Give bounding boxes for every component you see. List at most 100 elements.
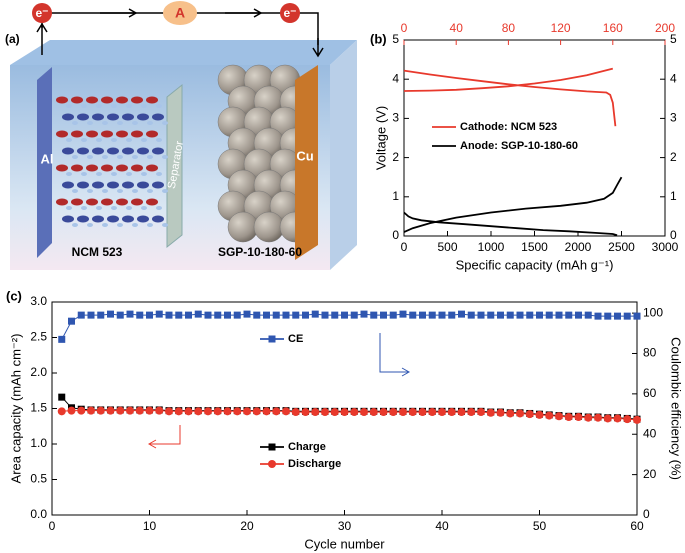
marker xyxy=(438,311,446,319)
atom xyxy=(101,96,113,104)
atom xyxy=(141,206,147,210)
atom xyxy=(96,138,102,142)
marker xyxy=(369,408,378,417)
atom xyxy=(122,113,134,121)
atom xyxy=(126,206,132,210)
atom xyxy=(146,96,158,104)
y-tick-label: 4 xyxy=(392,71,399,85)
marker xyxy=(448,311,456,319)
marker xyxy=(623,415,632,424)
atom xyxy=(122,147,134,155)
atom xyxy=(72,155,78,159)
sphere xyxy=(253,211,285,243)
marker xyxy=(497,311,504,319)
atom xyxy=(77,181,89,189)
atom xyxy=(77,215,89,223)
marker xyxy=(311,408,320,417)
box-top xyxy=(10,40,357,65)
electron xyxy=(32,3,52,23)
marker xyxy=(126,406,134,415)
y-tick-label: 0.5 xyxy=(30,472,47,486)
atom xyxy=(71,164,83,172)
atom xyxy=(156,138,162,142)
atom xyxy=(131,198,143,206)
legend-label: Cathode: NCM 523 xyxy=(460,121,557,133)
legend-marker xyxy=(268,335,276,343)
atom xyxy=(137,113,149,121)
plot-frame xyxy=(403,39,666,237)
marker xyxy=(106,406,115,415)
marker xyxy=(526,311,534,319)
atom xyxy=(86,198,98,206)
box-side xyxy=(330,40,357,270)
marker xyxy=(555,412,563,421)
atom xyxy=(62,147,74,155)
atom xyxy=(102,189,108,193)
atom xyxy=(87,121,93,125)
atom xyxy=(146,130,158,138)
marker xyxy=(506,311,514,319)
atom xyxy=(56,164,68,172)
marker xyxy=(458,310,465,318)
marker xyxy=(252,407,261,416)
atom xyxy=(111,104,117,108)
atom xyxy=(132,121,138,125)
atom xyxy=(152,113,164,121)
marker xyxy=(506,409,515,418)
legend-label: Charge xyxy=(288,441,326,453)
marker xyxy=(438,408,446,417)
left-electrode xyxy=(37,67,52,258)
atom xyxy=(117,155,123,159)
atom xyxy=(96,172,102,176)
x-tick-label: 3000 xyxy=(652,240,679,254)
marker xyxy=(428,311,436,319)
marker xyxy=(496,408,505,417)
marker xyxy=(467,311,475,319)
atom xyxy=(126,138,132,142)
y-tick-label: 1.5 xyxy=(30,401,47,415)
atom xyxy=(162,189,168,193)
atom xyxy=(96,206,102,210)
marker xyxy=(58,393,66,401)
y-tick-label-right: 2 xyxy=(670,150,677,164)
marker xyxy=(399,310,407,318)
marker xyxy=(77,406,86,415)
marker xyxy=(389,311,397,319)
arrow xyxy=(312,38,324,58)
atom xyxy=(147,155,153,159)
atom xyxy=(56,130,68,138)
atom xyxy=(87,223,93,227)
x2-tick-label: 120 xyxy=(551,21,571,35)
legend-label: Discharge xyxy=(288,458,341,470)
marker xyxy=(185,311,192,319)
y-tick-label-right: 1 xyxy=(670,189,677,203)
marker xyxy=(282,311,290,319)
atom xyxy=(131,164,143,172)
atom xyxy=(72,223,78,227)
marker xyxy=(574,413,583,422)
atom xyxy=(102,223,108,227)
atom xyxy=(81,138,87,142)
lattice xyxy=(56,96,168,227)
atom xyxy=(116,130,128,138)
atom xyxy=(126,104,132,108)
marker xyxy=(263,311,270,319)
atom xyxy=(147,189,153,193)
marker xyxy=(194,310,202,318)
marker xyxy=(68,317,75,325)
atom xyxy=(107,215,119,223)
atom xyxy=(146,164,158,172)
marker xyxy=(370,311,378,319)
marker xyxy=(535,410,544,419)
axis-arrow xyxy=(379,333,411,377)
atom xyxy=(92,147,104,155)
atom xyxy=(156,172,162,176)
atom xyxy=(102,155,108,159)
marker xyxy=(418,408,427,417)
marker xyxy=(341,311,348,319)
x2-tick-label: 0 xyxy=(401,21,408,35)
atom xyxy=(107,113,119,121)
marker xyxy=(604,312,612,320)
marker xyxy=(243,310,251,318)
